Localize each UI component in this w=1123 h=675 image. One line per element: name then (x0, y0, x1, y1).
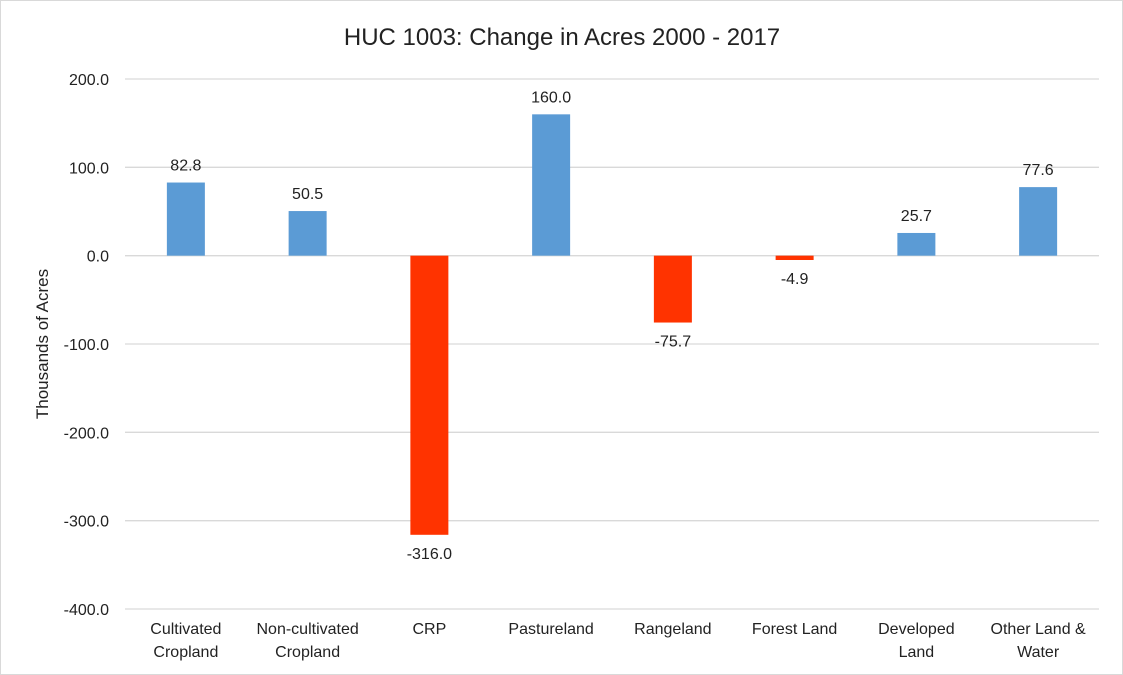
bars (166, 114, 1058, 535)
chart-title: HUC 1003: Change in Acres 2000 - 2017 (344, 24, 780, 51)
y-axis-label: Thousands of Acres (33, 269, 52, 419)
data-labels: 82.8 50.5 -316.0 160.0 -75.7 -4.9 25.7 77.6 (170, 89, 1053, 562)
y-tick-label: 0.0 (87, 249, 109, 266)
y-axis-ticks: 200.0 100.0 0.0 -100.0 -200.0 -300.0 -400.0 (64, 72, 109, 619)
bar-3 (532, 114, 571, 256)
bar-5 (775, 255, 814, 260)
x-category-label: Forest Land (752, 621, 837, 638)
y-tick-label: -100.0 (64, 337, 109, 354)
y-tick-label: 200.0 (69, 72, 109, 89)
y-tick-label: -400.0 (64, 602, 109, 619)
x-axis-categories: Cultivated Cropland Non-cultivated Cropland… (150, 621, 1086, 661)
x-category-label: CRP (412, 621, 446, 638)
data-label: 25.7 (901, 208, 932, 225)
x-category-label: Pastureland (508, 621, 593, 638)
x-category-label: Non-cultivated (256, 621, 358, 638)
data-label: 50.5 (292, 186, 323, 203)
x-category-label: Water (1017, 644, 1060, 661)
x-category-label: Rangeland (634, 621, 711, 638)
gridlines (125, 78, 1099, 610)
x-category-label: Cropland (153, 644, 218, 661)
bar-6 (897, 232, 936, 256)
x-category-label: Other Land & (991, 621, 1087, 638)
y-tick-label: -300.0 (64, 514, 109, 531)
bar-0 (166, 182, 205, 256)
data-label: -316.0 (407, 546, 452, 563)
bar-1 (288, 211, 327, 256)
x-category-label: Land (899, 644, 935, 661)
x-category-label: Developed (878, 621, 955, 638)
bar-2 (410, 255, 449, 535)
data-label: 77.6 (1023, 162, 1054, 179)
data-label: -75.7 (655, 334, 692, 351)
bar-4 (653, 255, 692, 323)
y-tick-label: -200.0 (64, 425, 109, 442)
data-label: 160.0 (531, 89, 571, 106)
data-label: -4.9 (781, 271, 809, 288)
bar-7 (1019, 187, 1058, 256)
data-label: 82.8 (170, 158, 201, 175)
x-category-label: Cropland (275, 644, 340, 661)
x-category-label: Cultivated (150, 621, 221, 638)
y-tick-label: 100.0 (69, 160, 109, 177)
